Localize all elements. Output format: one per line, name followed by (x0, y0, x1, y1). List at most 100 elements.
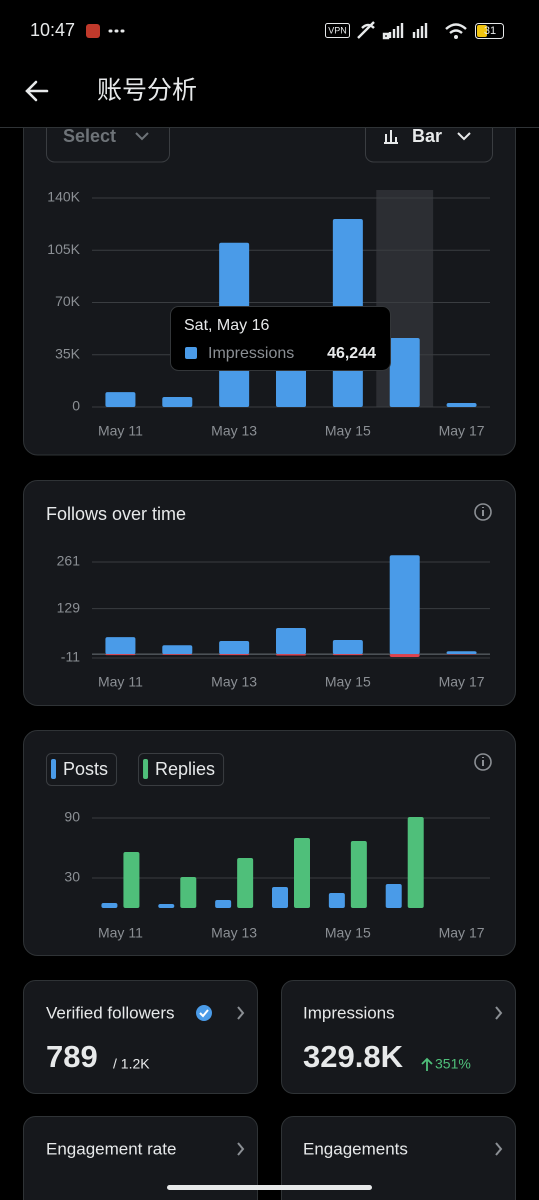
bar (162, 654, 193, 655)
bar (219, 641, 250, 655)
charts: 0 35K 70K 105K 140K May 11 May 13 May 15 May 17 S… (46, 189, 490, 941)
x-tick-label: May 11 (98, 674, 143, 690)
bar (162, 645, 193, 655)
bar (219, 654, 250, 656)
y-tick-label: 90 (64, 809, 80, 825)
cards: Select Bar Follows over time Verified fo… (23, 99, 516, 1200)
bar (276, 627, 306, 655)
chevron-icon (237, 1142, 245, 1156)
legend-label: Replies (155, 759, 215, 779)
battery (475, 23, 504, 39)
page-title: 账号分析 (97, 77, 197, 105)
bar (389, 555, 420, 655)
tooltip (170, 306, 391, 371)
x-tick-label: May 17 (439, 674, 485, 690)
up-arrow-icon (421, 1057, 433, 1071)
wifi-dot (454, 35, 458, 39)
chevron-icon (495, 1006, 503, 1020)
x-tick-label: May 17 (439, 423, 485, 439)
y-tick-label: 0 (72, 398, 80, 414)
stat-label: Engagements (303, 1139, 408, 1158)
legend-swatch (51, 759, 56, 779)
tooltip-swatch (185, 347, 197, 359)
home-indicator[interactable] (167, 1185, 372, 1190)
x-tick-label: May 11 (98, 925, 143, 941)
bar (237, 858, 254, 908)
wifi-icon (445, 23, 467, 34)
stat-card[interactable] (23, 980, 258, 1094)
tooltip-series: Impressions (208, 345, 294, 362)
bar-icon (384, 130, 398, 144)
bar (272, 887, 288, 908)
chevron-icon (135, 132, 149, 141)
bar (328, 893, 345, 908)
stat-total: / 1.2K (113, 1056, 150, 1072)
bar (446, 402, 477, 407)
battery-level (477, 25, 487, 37)
bar (389, 654, 420, 657)
header-bg (0, 0, 539, 127)
x-tick-label: May 13 (211, 674, 257, 690)
stat-label: Verified followers (46, 1003, 175, 1022)
verified-badge (196, 1005, 212, 1021)
bar (389, 337, 420, 407)
bar (446, 651, 477, 655)
chevron-icon (457, 132, 471, 141)
status-battery: 31 (484, 25, 496, 37)
bar (105, 654, 136, 656)
chevron-icon (237, 1006, 245, 1020)
bar (276, 654, 306, 656)
chart-title: Follows over time (46, 504, 186, 524)
stat-card[interactable] (281, 1116, 516, 1200)
y-tick-label: -11 (61, 649, 80, 665)
stat-value: 329.8K (303, 1039, 404, 1074)
stat-card[interactable] (281, 980, 516, 1094)
select-label[interactable]: Select (63, 126, 116, 146)
bar (105, 392, 136, 407)
bar (276, 365, 306, 407)
bar (385, 884, 402, 908)
status-time: 10:47 (30, 20, 75, 40)
status-vpn: VPN (328, 25, 347, 35)
tooltip-title: Sat, May 16 (184, 317, 269, 334)
vpn-box (325, 23, 350, 38)
bar (332, 639, 363, 655)
bar (162, 396, 193, 407)
chevron-icon (495, 1142, 503, 1156)
stat-value: 789 (46, 1039, 98, 1074)
legend-chip[interactable] (46, 753, 118, 786)
stat-change: 351% (435, 1056, 471, 1072)
y-tick-label: 105K (47, 241, 80, 257)
legend-chip[interactable] (138, 753, 225, 786)
signal-icons (357, 21, 428, 40)
info-icon[interactable] (474, 503, 492, 521)
chart-type-label[interactable]: Bar (412, 126, 442, 146)
y-tick-label: 261 (57, 553, 81, 569)
back-button[interactable] (25, 80, 49, 102)
legend-swatch (143, 759, 149, 779)
bar (123, 852, 140, 908)
x-tick-label: May 15 (325, 674, 371, 690)
bar (180, 877, 197, 908)
y-tick-label: 70K (55, 293, 81, 309)
bar (332, 654, 363, 656)
x-tick-label: May 13 (211, 925, 257, 941)
y-tick-label: 140K (47, 189, 80, 205)
bar (101, 903, 118, 908)
bar (407, 817, 424, 908)
stat-label: Impressions (303, 1003, 395, 1022)
x-tick-label: May 11 (98, 423, 143, 439)
y-tick-label: 35K (55, 345, 81, 361)
bar (105, 637, 136, 655)
y-tick-label: 129 (57, 599, 81, 615)
tooltip-value: 46,244 (327, 345, 376, 362)
app-icon (86, 24, 100, 38)
y-tick-label: 30 (64, 869, 80, 885)
info-icon[interactable] (474, 753, 492, 771)
stat-card[interactable] (23, 1116, 258, 1200)
bar (350, 841, 367, 908)
stat-label: Engagement rate (46, 1139, 176, 1158)
